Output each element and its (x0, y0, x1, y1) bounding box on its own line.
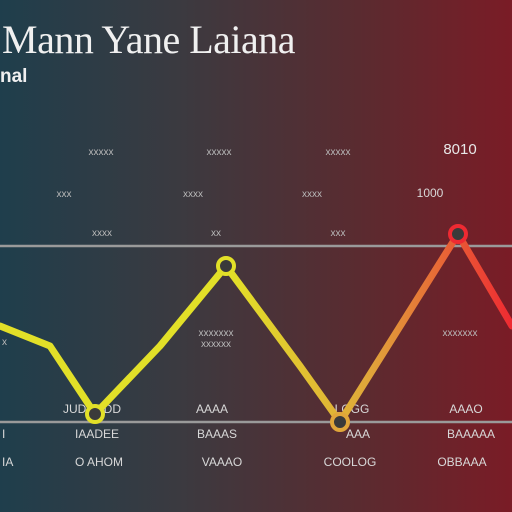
label-r4-right: xxxxxxx (442, 328, 478, 339)
label-r1-2: xxxxx (206, 147, 232, 158)
label-r2-3: xxxx (302, 189, 322, 200)
label-b2-4: BAAAAA (446, 427, 496, 441)
label-r3-1: xxxx (92, 228, 112, 239)
label-r3-3: xxx (330, 228, 346, 239)
label-r2-2: xxxx (183, 189, 203, 200)
label-r4-mid-2: xxxxxx (201, 339, 231, 350)
label-b2-2: BAAAS (196, 427, 238, 441)
label-bl-1: I (2, 427, 6, 441)
label-r2-1: xxx (56, 189, 72, 200)
series-line (0, 230, 512, 426)
label-r3-2: xx (211, 228, 221, 239)
label-b2-3: AAA (345, 427, 371, 441)
data-point-5 (216, 256, 236, 276)
data-point-3 (85, 404, 105, 424)
label-r1-3: xxxxx (325, 147, 351, 158)
label-r1-1: xxxxx (88, 147, 114, 158)
chart-subtitle: nal (0, 66, 28, 87)
chart-title: Mann Yane Laiana (2, 17, 296, 62)
label-b1-4: AAAO (449, 402, 483, 416)
label-b3-4: OBBAAA (437, 455, 487, 469)
data-point-8 (448, 224, 468, 244)
label-r1-4: 8010 (443, 141, 477, 158)
label-r4-left: x (2, 337, 7, 348)
label-r2-4: 1000 (416, 186, 444, 200)
label-r4-mid-1: xxxxxxx (198, 328, 234, 339)
label-b3-1: O AHOM (74, 455, 124, 469)
label-b3-3: COOLOG (323, 455, 377, 469)
label-b2-1: IAADEE (74, 427, 120, 441)
label-bl-3: IA (2, 455, 14, 469)
label-b3-2: VAAAO (201, 455, 243, 469)
data-point-7 (330, 412, 350, 432)
label-b1-2: AAAA (195, 402, 229, 416)
